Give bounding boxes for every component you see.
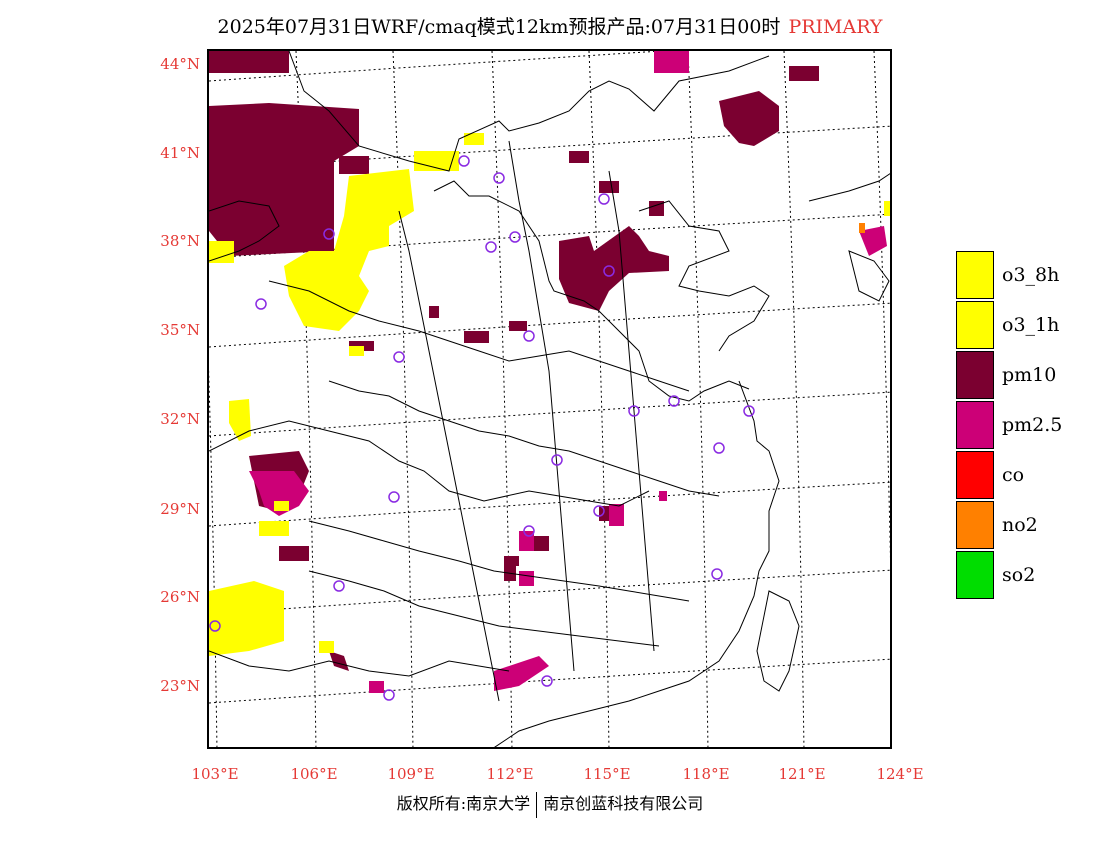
- legend-item: o3_8h: [956, 250, 1062, 300]
- legend-item: o3_1h: [956, 300, 1062, 350]
- latitude-line: [209, 481, 890, 527]
- lat-label: 26°N: [160, 588, 200, 606]
- copyright-left: 版权所有:南京大学: [396, 794, 531, 813]
- pollution-zones: [209, 51, 890, 693]
- longitude-line: [783, 51, 805, 747]
- legend-label: pm2.5: [1002, 414, 1063, 436]
- lat-label: 23°N: [160, 677, 200, 695]
- lon-label: 121°E: [778, 765, 826, 783]
- lon-label: 118°E: [682, 765, 730, 783]
- lat-label: 32°N: [160, 410, 200, 428]
- map-title: 2025年07月31日WRF/cmaq模式12km预报产品:07月31日00时 P…: [0, 12, 1100, 39]
- lat-label: 29°N: [160, 500, 200, 518]
- legend-swatch: [956, 251, 994, 299]
- legend: o3_8h o3_1h pm10 pm2.5 co no2 so2: [956, 250, 1062, 600]
- legend-label: o3_8h: [1002, 264, 1060, 286]
- forecast-map: [207, 49, 892, 749]
- lon-label: 109°E: [387, 765, 435, 783]
- lon-label: 103°E: [191, 765, 239, 783]
- legend-label: co: [1002, 464, 1025, 486]
- latitude-line: [209, 391, 890, 437]
- latitude-line: [209, 569, 890, 615]
- map-canvas: [209, 51, 890, 747]
- title-text: 2025年07月31日WRF/cmaq模式12km预报产品:07月31日00时: [217, 16, 781, 38]
- lat-label: 35°N: [160, 321, 200, 339]
- graticule: [209, 51, 890, 747]
- legend-swatch: [956, 401, 994, 449]
- longitude-line: [491, 51, 513, 747]
- lon-label: 124°E: [876, 765, 924, 783]
- no2-zone: [859, 223, 865, 233]
- lat-label: 44°N: [160, 55, 200, 73]
- legend-item: pm10: [956, 350, 1062, 400]
- boundaries: [209, 51, 890, 747]
- pm25-zones: [249, 51, 887, 693]
- legend-swatch: [956, 451, 994, 499]
- lon-label: 115°E: [583, 765, 631, 783]
- legend-swatch: [956, 351, 994, 399]
- city-markers: [209, 155, 755, 701]
- longitude-line: [588, 51, 610, 747]
- legend-item: so2: [956, 550, 1062, 600]
- lat-label: 38°N: [160, 232, 200, 250]
- lon-label: 106°E: [290, 765, 338, 783]
- legend-label: pm10: [1002, 364, 1057, 386]
- lat-label: 41°N: [160, 144, 200, 162]
- longitude-line: [873, 51, 890, 559]
- legend-item: co: [956, 450, 1062, 500]
- copyright-footer: 版权所有:南京大学 南京创蓝科技有限公司: [0, 790, 1100, 818]
- legend-swatch: [956, 501, 994, 549]
- o3-zones: [209, 133, 890, 656]
- longitude-line: [295, 51, 317, 747]
- legend-swatch: [956, 551, 994, 599]
- legend-label: o3_1h: [1002, 314, 1060, 336]
- copyright-right: 南京创蓝科技有限公司: [543, 794, 704, 813]
- legend-swatch: [956, 301, 994, 349]
- pm10-zones: [209, 51, 819, 671]
- legend-label: so2: [1002, 564, 1036, 586]
- footer-separator: [536, 791, 538, 818]
- longitude-line: [392, 51, 414, 747]
- primary-tag: PRIMARY: [788, 16, 883, 38]
- legend-label: no2: [1002, 514, 1038, 536]
- lon-label: 112°E: [486, 765, 534, 783]
- legend-item: pm2.5: [956, 400, 1062, 450]
- legend-item: no2: [956, 500, 1062, 550]
- longitude-line: [687, 51, 709, 747]
